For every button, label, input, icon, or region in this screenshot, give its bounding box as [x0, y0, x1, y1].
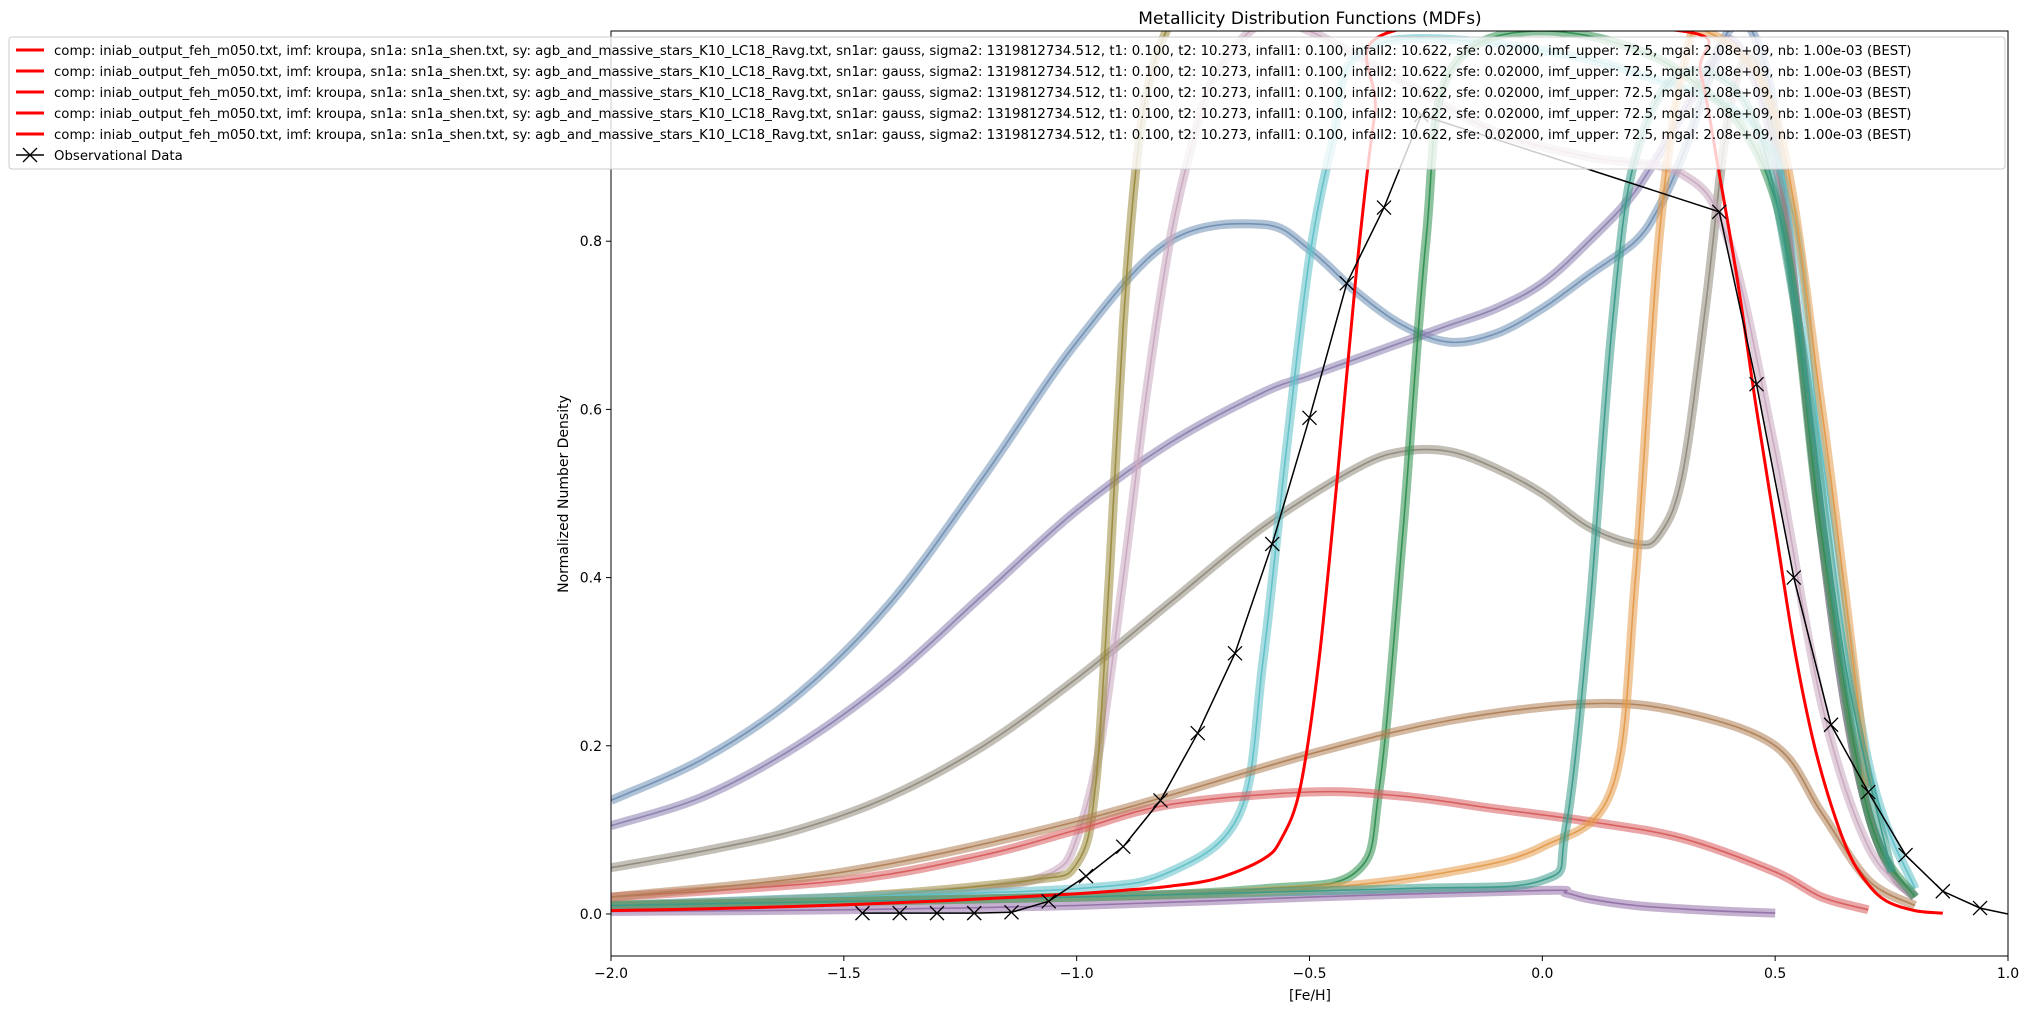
- observational-marker: [1264, 536, 1280, 552]
- model-curve: [611, 37, 1916, 907]
- y-tick-label: 0.0: [580, 907, 602, 923]
- legend-item-observational: Observational Data: [16, 147, 183, 164]
- legend-marker: [22, 147, 38, 163]
- observational-marker: [1935, 883, 1951, 899]
- observational-marker: [1711, 204, 1727, 220]
- legend-label: comp: iniab_output_feh_m050.txt, imf: kr…: [54, 128, 1912, 143]
- observational-marker: [1898, 847, 1914, 863]
- legend-item-best-model: comp: iniab_output_feh_m050.txt, imf: kr…: [16, 86, 1912, 101]
- x-axis-label: [Fe/H]: [1289, 988, 1331, 1004]
- plot-area: [611, 31, 2008, 921]
- legend-label: comp: iniab_output_feh_m050.txt, imf: kr…: [54, 44, 1912, 59]
- observational-marker: [1115, 839, 1131, 855]
- model-curve: [611, 702, 1916, 907]
- observational-marker: [1376, 200, 1392, 216]
- observational-marker: [892, 905, 908, 921]
- legend-item-best-model: comp: iniab_output_feh_m050.txt, imf: kr…: [16, 107, 1912, 122]
- legend-item-best-model: comp: iniab_output_feh_m050.txt, imf: kr…: [16, 44, 1912, 59]
- observational-marker: [1972, 900, 1988, 916]
- model-curve: [611, 790, 1869, 911]
- observational-marker: [1004, 904, 1019, 920]
- x-tick-label: 1.0: [1997, 966, 2019, 982]
- x-tick-label: −0.5: [1293, 966, 1327, 982]
- legend-items: comp: iniab_output_feh_m050.txt, imf: kr…: [16, 44, 1912, 164]
- legend-item-best-model: comp: iniab_output_feh_m050.txt, imf: kr…: [16, 65, 1912, 80]
- observational-marker: [1749, 376, 1764, 392]
- observational-marker: [1227, 645, 1243, 661]
- model-curve: [611, 69, 1893, 907]
- y-axis-ticks: 0.0 0.2 0.4 0.6 0.8: [580, 234, 611, 923]
- x-axis-ticks: −2.0 −1.5 −1.0 −0.5 0.0 0.5 1.0: [594, 956, 2019, 982]
- y-axis-label: Normalized Number Density: [556, 395, 572, 593]
- x-tick-label: −1.0: [1060, 966, 1094, 982]
- legend-item-best-model: comp: iniab_output_feh_m050.txt, imf: kr…: [16, 128, 1912, 143]
- y-tick-label: 0.4: [580, 571, 602, 587]
- legend-frame: [8, 36, 2006, 170]
- observational-marker: [1302, 410, 1317, 426]
- chart-title: Metallicity Distribution Functions (MDFs…: [1138, 9, 1481, 29]
- observational-marker: [1153, 792, 1168, 808]
- legend-label: comp: iniab_output_feh_m050.txt, imf: kr…: [54, 65, 1912, 80]
- observational-marker: [1078, 868, 1094, 884]
- legend-label: Observational Data: [54, 149, 183, 164]
- x-tick-label: 0.0: [1531, 966, 1553, 982]
- x-tick-label: −2.0: [594, 966, 628, 982]
- x-tick-label: 0.5: [1764, 966, 1786, 982]
- observational-marker: [1860, 784, 1876, 800]
- y-tick-label: 0.8: [580, 234, 602, 250]
- observational-marker: [1041, 893, 1057, 909]
- observational-marker: [1786, 570, 1802, 586]
- observational-marker: [966, 905, 982, 921]
- legend-label: comp: iniab_output_feh_m050.txt, imf: kr…: [54, 86, 1912, 101]
- legend: comp: iniab_output_feh_m050.txt, imf: kr…: [8, 36, 2006, 170]
- y-tick-label: 0.2: [580, 739, 602, 755]
- observational-marker: [1339, 275, 1355, 291]
- y-tick-label: 0.6: [580, 402, 602, 418]
- observational-marker: [1190, 725, 1206, 741]
- x-tick-label: −1.5: [827, 966, 861, 982]
- observational-marker: [855, 905, 870, 921]
- model-curve: [611, 889, 1776, 914]
- observational-marker: [929, 905, 945, 921]
- observational-marker: [1823, 717, 1839, 733]
- legend-label: comp: iniab_output_feh_m050.txt, imf: kr…: [54, 107, 1912, 122]
- model-curves: [611, 31, 1920, 918]
